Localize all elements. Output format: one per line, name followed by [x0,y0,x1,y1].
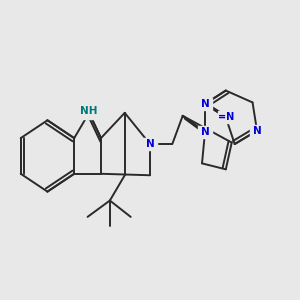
Text: =N: =N [218,112,234,122]
Text: N: N [146,139,154,149]
Bar [198,126,212,138]
Bar [218,111,234,123]
Bar [250,125,264,136]
Bar [198,98,212,110]
Bar [143,138,157,150]
Text: N: N [201,127,209,137]
Text: N: N [201,99,209,109]
Bar [79,104,100,119]
Text: N: N [253,126,261,136]
Text: NH: NH [80,106,98,116]
